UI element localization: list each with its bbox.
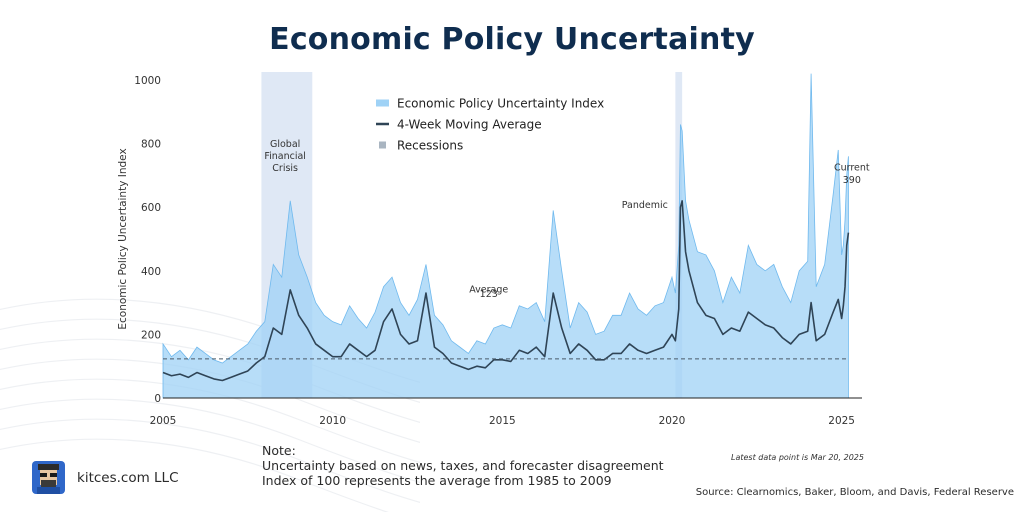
y-tick-label-1: 200 — [141, 329, 161, 341]
y-tick-label-3: 600 — [141, 202, 161, 214]
source-text: Source: Clearnomics, Baker, Bloom, and D… — [695, 487, 1014, 498]
annotation-0: Global — [270, 139, 300, 150]
annotation-2: Crisis — [272, 163, 298, 174]
x-tick-label-0: 2005 — [150, 415, 177, 427]
chart-title: Economic Policy Uncertainty — [269, 22, 755, 57]
y-tick-label-4: 800 — [141, 139, 161, 151]
y-axis-label: Economic Policy Uncertainty Index — [117, 148, 129, 329]
annotation-1: Financial — [264, 151, 306, 162]
y-tick-label-2: 400 — [141, 266, 161, 278]
legend-label-0: Economic Policy Uncertainty Index — [397, 97, 604, 111]
legend-label-2: Recessions — [397, 139, 463, 153]
chart-note: Note: Uncertainty based on news, taxes, … — [262, 443, 664, 488]
y-tick-label-0: 0 — [154, 393, 161, 405]
note-heading: Note: — [262, 443, 296, 458]
x-tick-label-1: 2010 — [319, 415, 346, 427]
average-label-1: 123 — [480, 289, 498, 300]
y-tick-label-5: 1000 — [134, 75, 161, 87]
brand-name: kitces.com LLC — [77, 469, 179, 486]
latest-data-point: Latest data point is Mar 20, 2025 — [731, 453, 864, 462]
annotation-5: 390 — [843, 175, 861, 186]
brand: kitces.com LLC — [32, 461, 179, 494]
annotation-4: Current — [834, 163, 870, 174]
x-tick-label-4: 2025 — [828, 415, 855, 427]
legend-swatch-0 — [376, 99, 389, 107]
average-label-0: Average — [469, 284, 508, 295]
legend-label-1: 4-Week Moving Average — [397, 118, 542, 132]
x-tick-label-2: 2015 — [489, 415, 516, 427]
legend-swatch-2 — [379, 141, 386, 149]
annotation-3: Pandemic — [622, 200, 668, 211]
note-line-2: Index of 100 represents the average from… — [262, 473, 612, 488]
series-moving-average-line — [162, 200, 850, 382]
note-line-1: Uncertainty based on news, taxes, and fo… — [262, 458, 664, 473]
x-tick-label-3: 2020 — [659, 415, 686, 427]
legend-swatch-1 — [376, 122, 389, 126]
avatar-icon — [32, 461, 65, 494]
series-index-area — [162, 73, 849, 399]
